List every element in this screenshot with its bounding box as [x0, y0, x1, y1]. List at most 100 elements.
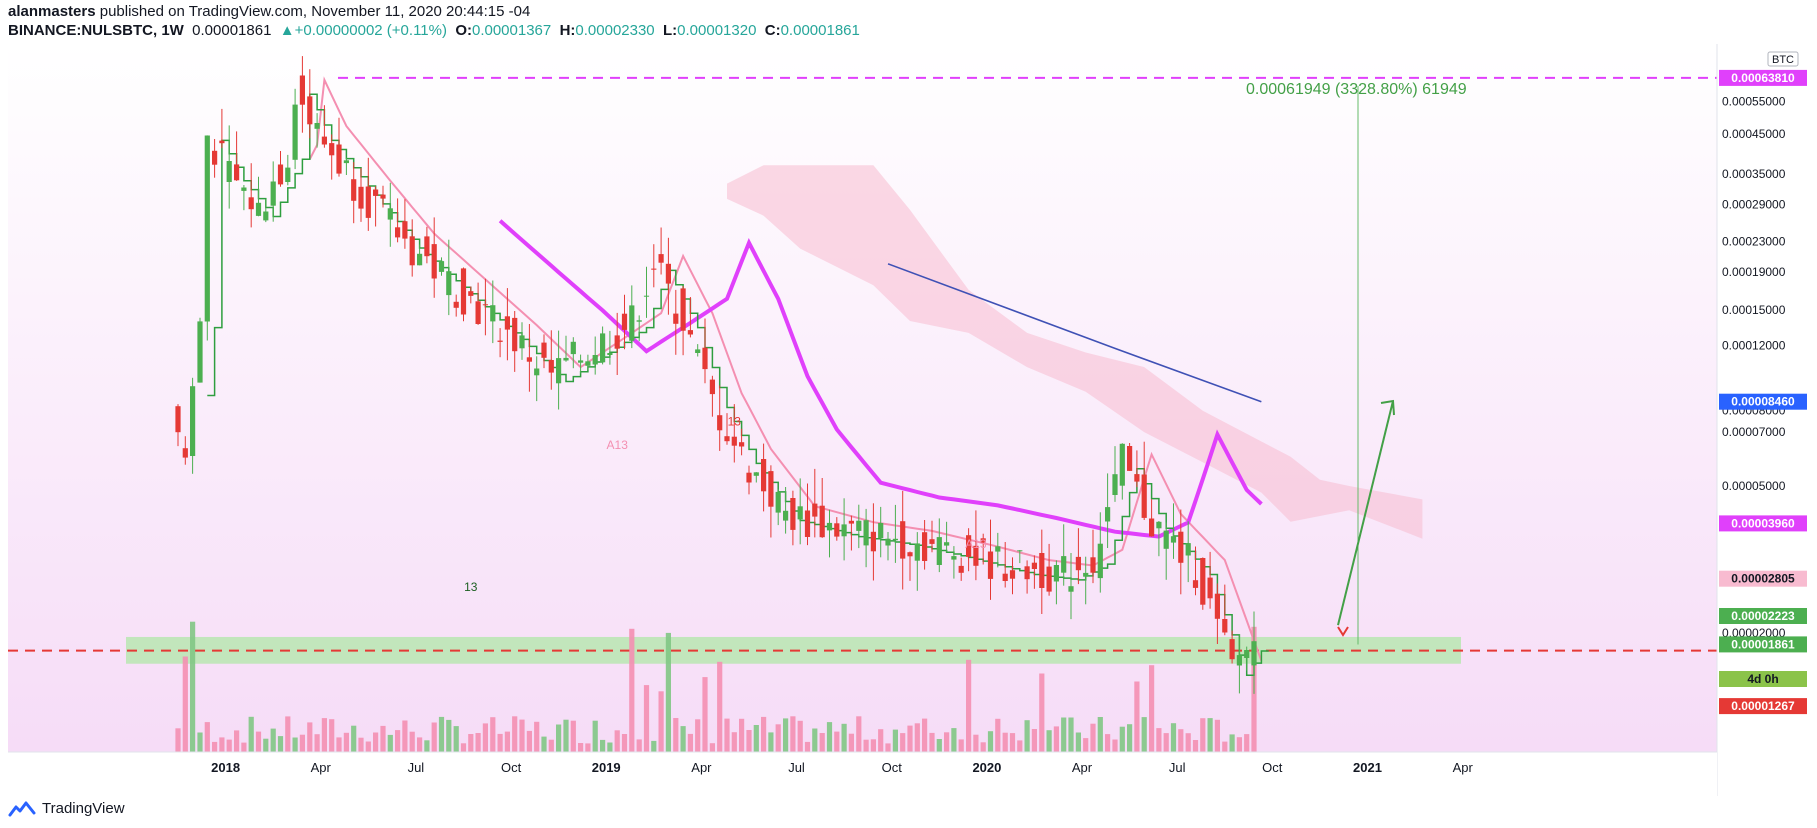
volume-bar	[1229, 734, 1235, 752]
volume-bar	[556, 724, 562, 752]
volume-bar	[834, 731, 840, 752]
volume-bar	[717, 661, 723, 752]
candle-body	[204, 135, 210, 322]
candle-body	[973, 545, 979, 566]
volume-bar	[761, 716, 767, 752]
price-axis-label-box	[1719, 698, 1807, 715]
candle-body	[336, 144, 342, 174]
volume-bar	[980, 742, 986, 752]
close-value: 0.00001861	[780, 22, 860, 39]
volume-bar	[629, 628, 635, 752]
open-label: O:	[455, 22, 472, 39]
candle-body	[1112, 474, 1118, 495]
price-axis-label: 0.00002805	[1731, 572, 1795, 586]
volume-bar	[958, 739, 964, 752]
volume-bar	[936, 739, 942, 752]
candle-body	[643, 295, 650, 297]
volume-bar	[695, 719, 701, 752]
candle-body	[548, 360, 554, 373]
candle-body	[212, 150, 218, 165]
candle-body	[1119, 443, 1125, 486]
volume-bar	[395, 730, 401, 752]
candle-body	[512, 317, 518, 352]
volume-bar	[621, 734, 628, 752]
tradingview-logo-icon[interactable]	[8, 801, 36, 817]
candle-body	[987, 551, 994, 579]
volume-bar	[321, 718, 327, 752]
volume-bar	[358, 737, 364, 752]
candle-body	[409, 236, 415, 266]
volume-bar	[490, 717, 496, 752]
price-axis-label-box	[1719, 515, 1807, 532]
volume-bar	[336, 737, 342, 752]
candle-body	[578, 360, 584, 363]
price-axis-panel[interactable]	[1717, 44, 1809, 796]
low-value: 0.00001320	[677, 22, 757, 39]
volume-bar	[1127, 724, 1133, 752]
volume-bar	[585, 743, 591, 752]
candle-body	[914, 543, 920, 561]
volume-bar	[197, 732, 203, 752]
volume-bar	[863, 739, 869, 752]
x-tick-label: 2021	[1353, 760, 1382, 775]
y-tick-label: 0.00035000	[1722, 167, 1786, 181]
volume-bar	[797, 720, 803, 752]
y-tick-label: 0.00045000	[1722, 127, 1786, 141]
volume-bar	[248, 716, 254, 752]
volume-bar	[1222, 741, 1228, 752]
volume-bar	[1002, 732, 1008, 752]
candle-body	[717, 415, 723, 431]
candle-body	[314, 123, 320, 129]
candle-body	[958, 565, 964, 573]
candle-body	[175, 406, 181, 433]
y-tick-label: 0.00023000	[1722, 234, 1786, 248]
candle-body	[1053, 565, 1059, 582]
candle-body	[292, 104, 298, 160]
volume-bar	[1105, 734, 1111, 752]
candle-body	[907, 552, 913, 557]
candle-body	[182, 448, 188, 458]
time-axis-panel[interactable]	[8, 752, 1717, 796]
ichimoku-cloud	[727, 165, 1423, 539]
candle-body	[417, 253, 423, 266]
y-tick-label: 0.00012000	[1722, 339, 1786, 353]
candle-body	[636, 320, 642, 322]
volume-bar	[922, 718, 928, 752]
volume-bar	[775, 724, 781, 752]
chart-area[interactable]: 13 13 A13 A13 0.00061949 (3328.80%) 61949 0.…	[8, 44, 1809, 796]
candle-body	[197, 321, 203, 383]
projection-arrow-head	[1380, 399, 1395, 416]
candle-body	[709, 379, 715, 395]
price-chart[interactable]: 13 13 A13 A13 0.00061949 (3328.80%) 61949 0.…	[8, 44, 1809, 796]
brand-name[interactable]: TradingView	[42, 800, 125, 817]
candle-body	[841, 524, 847, 537]
volume-bar	[417, 737, 423, 752]
price-axis-label-box	[1719, 570, 1807, 587]
price-axis-label: 0.00008460	[1731, 395, 1795, 409]
candle-body	[614, 335, 620, 349]
up-arrow-icon: ▲	[279, 22, 295, 39]
volume-bar	[841, 723, 847, 752]
candle-body	[761, 459, 767, 492]
volume-bar	[1039, 673, 1045, 752]
candle-body	[848, 520, 854, 524]
candle-body	[600, 333, 606, 363]
candle-body	[358, 186, 364, 209]
candle-body	[673, 313, 679, 324]
volume-bar	[643, 685, 650, 752]
candle-body	[402, 221, 408, 239]
price-axis-label: 0.00063810	[1731, 71, 1795, 85]
candle-body	[438, 261, 445, 272]
candle-body	[900, 521, 906, 559]
candle-body	[241, 187, 247, 191]
volume-bar	[768, 732, 774, 752]
candle-body	[775, 491, 781, 513]
candle-body	[731, 436, 737, 446]
volume-bar	[548, 739, 554, 752]
candle-body	[1163, 530, 1169, 549]
currency-badge[interactable]	[1767, 51, 1799, 67]
x-tick-label: Jul	[408, 760, 425, 775]
volume-bar	[592, 720, 598, 752]
volume-bar	[482, 723, 488, 752]
candle-body	[255, 202, 262, 216]
